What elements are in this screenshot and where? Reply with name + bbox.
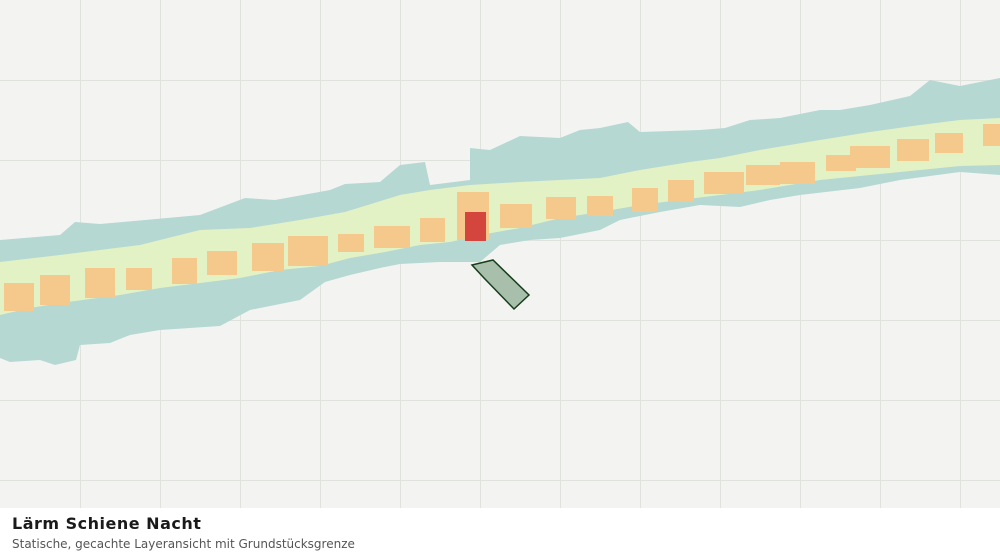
parcel-boundary [470,259,531,311]
map [0,0,1000,508]
noise-zone-high [4,124,1000,311]
caption: Lärm Schiene Nacht Statische, gecachte L… [0,508,1000,560]
map-title: Lärm Schiene Nacht [12,514,202,533]
map-subtitle: Statische, gecachte Layeransicht mit Gru… [12,537,355,551]
noise-zone-very-high [465,212,486,241]
